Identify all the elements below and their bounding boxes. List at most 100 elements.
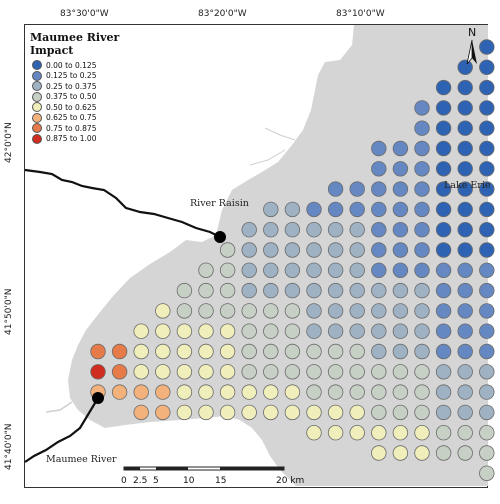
sampling-point (392, 201, 409, 218)
sampling-point (306, 262, 322, 279)
sampling-point (349, 221, 365, 238)
legend-swatch (32, 81, 42, 92)
sampling-point (457, 384, 473, 400)
sampling-point (435, 303, 452, 319)
sampling-point (155, 303, 171, 319)
sampling-point (284, 282, 301, 299)
sampling-point (219, 364, 236, 380)
sampling-point (479, 221, 495, 238)
sampling-point (241, 364, 257, 380)
sampling-point (327, 343, 344, 360)
sampling-point (457, 364, 473, 380)
sampling-point (327, 323, 344, 339)
sampling-point (392, 445, 409, 461)
sampling-point (155, 323, 171, 339)
sampling-point (176, 323, 193, 339)
sampling-point (457, 161, 473, 177)
sampling-point (306, 384, 322, 400)
sampling-point (111, 384, 128, 400)
sampling-point (414, 384, 430, 400)
legend-label: 0.375 to 0.50 (46, 92, 97, 102)
sampling-points (90, 39, 495, 482)
sampling-point (327, 221, 344, 238)
sampling-point (414, 161, 430, 177)
sampling-point (176, 303, 193, 319)
legend-swatch (32, 70, 42, 81)
sampling-point (457, 181, 473, 197)
sampling-point (371, 161, 387, 177)
scale-label: 15 (215, 476, 227, 486)
sampling-point (327, 242, 344, 258)
sampling-point (371, 303, 387, 319)
latitude-label: 41°40'0"N (4, 423, 14, 470)
sampling-point (392, 282, 409, 299)
sampling-point (414, 242, 430, 258)
sampling-point (414, 282, 430, 299)
legend-item: 0.375 to 0.50 (32, 91, 166, 103)
sampling-point (479, 59, 495, 76)
sampling-point (371, 242, 387, 258)
sampling-point (133, 384, 149, 400)
sampling-point (284, 343, 301, 360)
sampling-point (241, 282, 257, 299)
sampling-point (349, 404, 365, 421)
sampling-point (263, 384, 279, 400)
sampling-point (327, 303, 344, 319)
sampling-point (479, 404, 495, 421)
sampling-point (306, 343, 322, 360)
sampling-point (263, 242, 279, 258)
sampling-point (392, 303, 409, 319)
sampling-point (435, 282, 452, 299)
sampling-point (435, 343, 452, 360)
sampling-point (241, 384, 257, 400)
sampling-point (435, 181, 452, 197)
sampling-point (284, 384, 301, 400)
north-letter: N (468, 26, 476, 39)
latitude-label: 41°50'0"N (4, 288, 14, 335)
sampling-point (263, 303, 279, 319)
legend-item: 0.625 to 0.75 (32, 112, 166, 124)
sampling-point (392, 384, 409, 400)
sampling-point (327, 364, 344, 380)
river-raisin-label: River Raisin (190, 198, 249, 209)
sampling-point (155, 384, 171, 400)
sampling-point (198, 384, 214, 400)
sampling-point (198, 303, 214, 319)
sampling-point (284, 242, 301, 258)
sampling-point (241, 343, 257, 360)
sampling-point (479, 201, 495, 218)
sampling-point (479, 262, 495, 279)
sampling-point (284, 221, 301, 238)
sampling-point (392, 343, 409, 360)
sampling-point (371, 343, 387, 360)
latitude-label: 42°0'0"N (4, 122, 14, 163)
sampling-point (435, 79, 452, 96)
sampling-point (371, 323, 387, 339)
sampling-point (371, 282, 387, 299)
sampling-point (457, 445, 473, 461)
sampling-point (414, 140, 430, 157)
sampling-point (327, 404, 344, 421)
sampling-point (435, 140, 452, 157)
sampling-point (349, 323, 365, 339)
sampling-point (133, 364, 149, 380)
lake-erie-label: Lake Erie (444, 180, 491, 191)
sampling-point (457, 343, 473, 360)
sampling-point (414, 221, 430, 238)
sampling-point (349, 364, 365, 380)
sampling-point (111, 364, 128, 380)
sampling-point (219, 384, 236, 400)
sampling-point (371, 221, 387, 238)
sampling-point (219, 323, 236, 339)
sampling-point (327, 262, 344, 279)
sampling-point (392, 262, 409, 279)
sampling-point (219, 282, 236, 299)
sampling-point (414, 181, 430, 197)
sampling-point (457, 303, 473, 319)
legend-label: 0.75 to 0.875 (46, 123, 97, 133)
sampling-point (155, 364, 171, 380)
sampling-point (457, 323, 473, 339)
sampling-point (457, 221, 473, 238)
legend-swatch (32, 60, 42, 71)
